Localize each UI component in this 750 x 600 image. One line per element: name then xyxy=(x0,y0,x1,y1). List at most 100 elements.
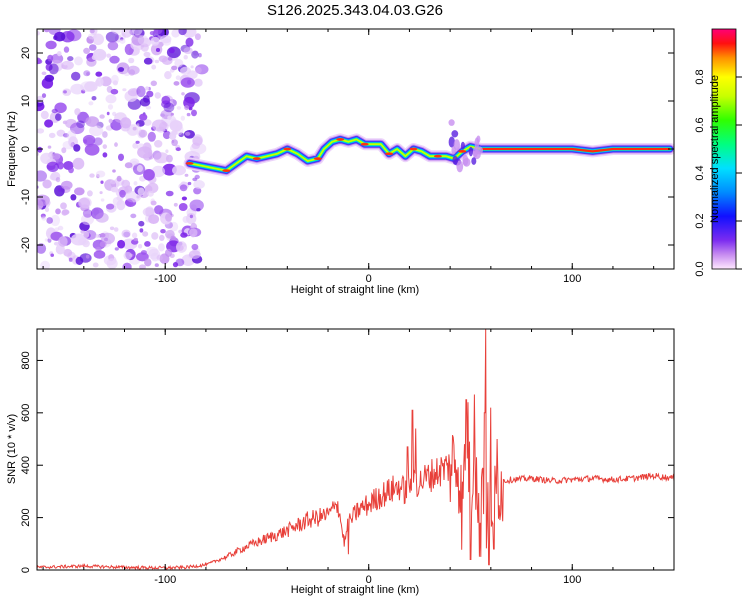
noise-blob xyxy=(112,80,118,86)
noise-blob xyxy=(131,29,143,36)
colorbar-tick-label: 0.2 xyxy=(694,213,706,228)
noise-blob xyxy=(68,166,74,174)
noise-blob xyxy=(93,250,106,259)
noise-blobs xyxy=(37,29,209,269)
noise-blob xyxy=(82,209,93,218)
noise-blob xyxy=(189,199,204,212)
noise-blob xyxy=(74,187,85,196)
noise-blob xyxy=(150,252,160,262)
noise-blob xyxy=(143,169,155,181)
noise-blob xyxy=(61,209,68,216)
noise-blob xyxy=(47,54,54,62)
noise-blob xyxy=(169,221,179,232)
noise-blob xyxy=(99,191,103,195)
noise-blob xyxy=(37,152,40,156)
noise-blob xyxy=(100,180,104,184)
noise-blob xyxy=(158,55,168,63)
noise-blob xyxy=(54,227,60,232)
noise-blob xyxy=(153,29,163,35)
snr-frame xyxy=(36,328,675,571)
noise-blob xyxy=(102,152,108,158)
noise-blob xyxy=(193,78,203,87)
noise-blob xyxy=(180,77,195,88)
side-lobe-blob xyxy=(448,119,455,126)
noise-blob xyxy=(51,53,64,64)
ridge-hotspot xyxy=(222,169,231,173)
noise-blob xyxy=(173,81,180,86)
noise-blob xyxy=(184,173,189,177)
noise-blob xyxy=(122,88,127,92)
noise-blob xyxy=(148,214,160,225)
y-tick-label: -20 xyxy=(20,237,32,253)
noise-blob xyxy=(138,220,145,227)
noise-blob xyxy=(161,100,171,108)
noise-blob xyxy=(172,262,179,268)
noise-blob xyxy=(175,124,184,136)
noise-blob xyxy=(165,213,172,222)
noise-blob xyxy=(120,37,124,41)
chart-title: S126.2025.343.04.03.G26 xyxy=(267,2,443,19)
noise-blob xyxy=(74,108,81,116)
noise-blob xyxy=(70,233,87,246)
noise-blob xyxy=(143,51,151,58)
noise-blob xyxy=(37,146,43,153)
noise-blob xyxy=(172,165,186,176)
y-tick-label: 0 xyxy=(20,146,32,152)
noise-blob xyxy=(176,244,184,251)
noise-blob xyxy=(189,228,198,238)
noise-blob xyxy=(137,35,149,46)
noise-blob xyxy=(112,169,116,173)
noise-blob xyxy=(41,93,47,98)
noise-blob xyxy=(111,29,124,35)
y-tick-label: 20 xyxy=(20,47,32,59)
noise-blob xyxy=(135,140,140,144)
noise-blob xyxy=(191,50,199,59)
snr-series-line xyxy=(37,329,674,570)
noise-blob xyxy=(191,109,197,117)
side-lobe-blob xyxy=(452,155,458,165)
noise-blob xyxy=(142,207,156,217)
ridge-hotspot xyxy=(283,147,292,151)
noise-blob xyxy=(70,194,77,201)
noise-blob xyxy=(182,216,190,223)
noise-blob xyxy=(132,126,137,131)
noise-blob xyxy=(84,143,100,156)
noise-blob xyxy=(151,165,166,178)
noise-blob xyxy=(63,61,68,66)
noise-blob xyxy=(113,227,119,232)
noise-blob xyxy=(41,71,47,76)
noise-blob xyxy=(117,239,126,249)
noise-blob xyxy=(62,133,69,138)
colorbar-label: Normalized spectral amplitude xyxy=(709,75,721,223)
noise-blob xyxy=(145,105,152,110)
noise-blob xyxy=(95,212,109,223)
noise-blob xyxy=(178,29,187,36)
noise-blob xyxy=(93,48,107,61)
noise-blob xyxy=(95,234,101,238)
noise-blob xyxy=(143,57,153,65)
noise-blob xyxy=(164,71,172,80)
noise-blob xyxy=(180,115,185,121)
noise-blob xyxy=(45,40,57,50)
x-tick-label: 0 xyxy=(366,574,372,586)
noise-blob xyxy=(46,161,59,172)
noise-blob xyxy=(168,47,175,54)
noise-blob xyxy=(44,200,51,206)
noise-blob xyxy=(57,187,62,192)
noise-blob xyxy=(57,161,64,170)
y-tick-label: -10 xyxy=(20,189,32,205)
noise-blob xyxy=(125,199,134,206)
x-tick-label: -100 xyxy=(154,273,176,285)
noise-blob xyxy=(195,64,209,75)
noise-blob xyxy=(80,81,95,92)
noise-blob xyxy=(37,170,47,182)
noise-blob xyxy=(122,262,132,269)
noise-blob xyxy=(125,123,142,136)
side-lobe-blob xyxy=(451,130,459,138)
noise-blob xyxy=(75,256,84,265)
noise-blob xyxy=(37,128,45,134)
noise-blob xyxy=(121,29,132,38)
signal-ridge-core xyxy=(480,147,670,153)
noise-blob xyxy=(99,241,107,248)
noise-blob xyxy=(50,253,54,257)
